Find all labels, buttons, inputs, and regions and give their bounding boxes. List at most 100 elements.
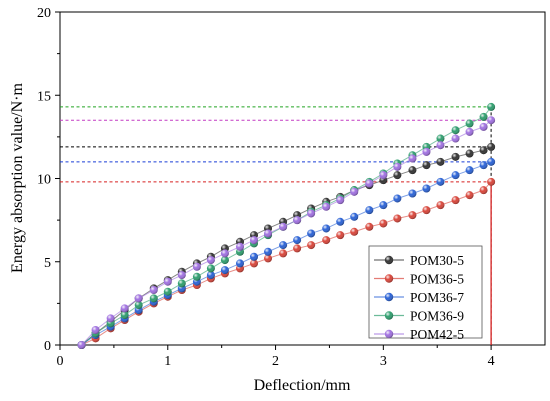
y-tick-label: 10 <box>37 173 51 188</box>
legend-marker-shade-pom36-9 <box>384 311 394 320</box>
legend-item-pom30-5: POM30-5 <box>374 253 464 268</box>
data-point-shade-pom30-5 <box>408 166 417 175</box>
data-point-shade-pom36-7 <box>408 189 417 198</box>
data-point-shade-pom36-5 <box>479 186 488 195</box>
data-point-shade-pom42-5 <box>163 277 172 286</box>
data-point-shade-pom36-9 <box>220 256 229 265</box>
data-point-shade-pom36-5 <box>379 219 388 228</box>
data-point-shade-pom42-5 <box>336 196 345 205</box>
data-point-shade-pom36-5 <box>408 211 417 220</box>
data-point-shade-pom42-5 <box>134 294 143 303</box>
data-point-shade-pom42-5 <box>365 179 374 188</box>
data-point-shade-pom36-5 <box>264 254 273 263</box>
legend-item-pom36-7: POM36-7 <box>374 290 464 305</box>
data-point-shade-pom36-5 <box>422 206 431 215</box>
x-axis-title: Deflection/mm <box>254 377 351 394</box>
data-point-shade-pom36-7 <box>293 236 302 245</box>
data-point-shade-pom36-7 <box>365 206 374 215</box>
x-tick-label: 4 <box>488 354 495 369</box>
data-point-shade-pom42-5 <box>206 256 215 265</box>
y-tick-label: 5 <box>44 256 51 271</box>
data-point-shade-pom36-9 <box>487 102 496 111</box>
data-point-shade-pom42-5 <box>487 116 496 125</box>
legend-item-pom42-5: POM42-5 <box>374 327 464 342</box>
data-point-shade-pom36-7 <box>350 212 359 221</box>
data-point-shade-pom36-7 <box>436 177 445 186</box>
data-point-shade-pom36-5 <box>307 241 316 250</box>
data-point-shade-pom42-5 <box>250 236 258 245</box>
data-point-shade-pom36-9 <box>192 272 201 281</box>
data-point-shade-pom42-5 <box>177 271 186 280</box>
data-point-shade-pom36-7 <box>479 161 488 170</box>
y-tick-label: 0 <box>44 339 51 354</box>
data-point-shade-pom36-7 <box>451 171 460 180</box>
data-point-shade-pom36-9 <box>134 301 143 310</box>
data-point-shade-pom36-7 <box>206 271 215 280</box>
data-point-shade-pom36-7 <box>322 224 331 233</box>
data-point-shade-pom36-7 <box>422 184 431 193</box>
data-point-shade-pom42-5 <box>479 122 488 131</box>
data-point-shade-pom36-9 <box>479 112 488 121</box>
data-point-shade-pom30-5 <box>487 142 496 151</box>
data-point-shade-pom42-5 <box>235 242 244 251</box>
data-point-shade-pom42-5 <box>408 154 417 163</box>
axes: 0 1 2 3 4 0 5 10 15 20 <box>37 6 495 369</box>
data-point-shade-pom36-5 <box>322 236 331 245</box>
y-tick-label: 20 <box>37 6 51 21</box>
data-point-shade-pom42-5 <box>220 249 229 258</box>
data-point-shade-pom36-5 <box>336 231 345 240</box>
data-point-shade-pom36-9 <box>149 294 158 303</box>
data-point-shade-pom42-5 <box>322 202 331 211</box>
data-point-shade-pom36-9 <box>451 126 460 135</box>
x-tick-label: 0 <box>57 354 64 369</box>
series-layer <box>77 102 496 349</box>
data-point-shade-pom36-5 <box>293 244 302 253</box>
data-point-shade-pom42-5 <box>451 134 460 143</box>
series-pom42-5 <box>77 116 496 349</box>
data-point-shade-pom42-5 <box>91 326 100 335</box>
data-point-shade-pom36-9 <box>206 264 215 273</box>
data-point-shade-pom42-5 <box>264 229 273 238</box>
legend-label-pom36-5: POM36-5 <box>410 272 464 287</box>
legend-marker-shade-pom42-5 <box>384 329 394 339</box>
data-point-shade-pom36-7 <box>307 229 316 238</box>
x-tick-label: 1 <box>164 354 171 369</box>
data-point-shade-pom36-9 <box>436 134 445 143</box>
y-axis-title: Energy absorption value/N·m <box>9 83 26 273</box>
data-point-shade-pom42-5 <box>279 222 288 231</box>
x-tick-label: 2 <box>272 354 279 369</box>
legend-label-pom42-5: POM42-5 <box>410 327 464 342</box>
legend-marker-shade-pom36-5 <box>384 274 394 283</box>
data-point-shade-pom42-5 <box>393 162 402 171</box>
data-point-shade-pom36-7 <box>235 259 244 268</box>
data-point-shade-pom36-7 <box>279 241 288 250</box>
data-point-shade-pom36-5 <box>279 249 288 258</box>
data-point-shade-pom30-5 <box>436 157 445 166</box>
data-point-shade-pom36-5 <box>393 214 402 223</box>
legend-label-pom36-7: POM36-7 <box>410 290 464 305</box>
x-tick-label: 3 <box>380 354 387 369</box>
data-point-shade-pom42-5 <box>120 304 129 313</box>
data-point-shade-pom30-5 <box>465 149 474 158</box>
data-point-shade-pom36-7 <box>465 166 474 175</box>
legend-label-pom30-5: POM30-5 <box>410 253 464 268</box>
data-point-shade-pom36-5 <box>465 191 474 200</box>
data-point-shade-pom36-5 <box>487 177 496 186</box>
legend-label-pom36-9: POM36-9 <box>410 309 464 324</box>
legend-marker-shade-pom36-7 <box>384 292 394 302</box>
data-point-shade-pom42-5 <box>379 171 388 180</box>
data-point-shade-pom36-9 <box>163 287 172 296</box>
data-point-shade-pom36-5 <box>365 222 374 231</box>
data-point-shade-pom36-5 <box>451 196 460 205</box>
data-point-shade-pom36-5 <box>350 227 359 236</box>
data-point-shade-pom36-7 <box>336 217 345 226</box>
legend: POM30-5 POM36-5 POM36-7 POM36-9 POM42-5 <box>368 245 483 342</box>
data-point-shade-pom36-9 <box>177 279 186 288</box>
data-point-shade-pom30-5 <box>422 161 431 170</box>
series-pom36-7 <box>77 157 496 349</box>
data-point-shade-pom36-9 <box>465 119 474 128</box>
data-point-shade-pom36-7 <box>393 194 402 203</box>
data-point-shade-pom30-5 <box>451 152 460 161</box>
data-point-shade-pom42-5 <box>77 341 86 349</box>
